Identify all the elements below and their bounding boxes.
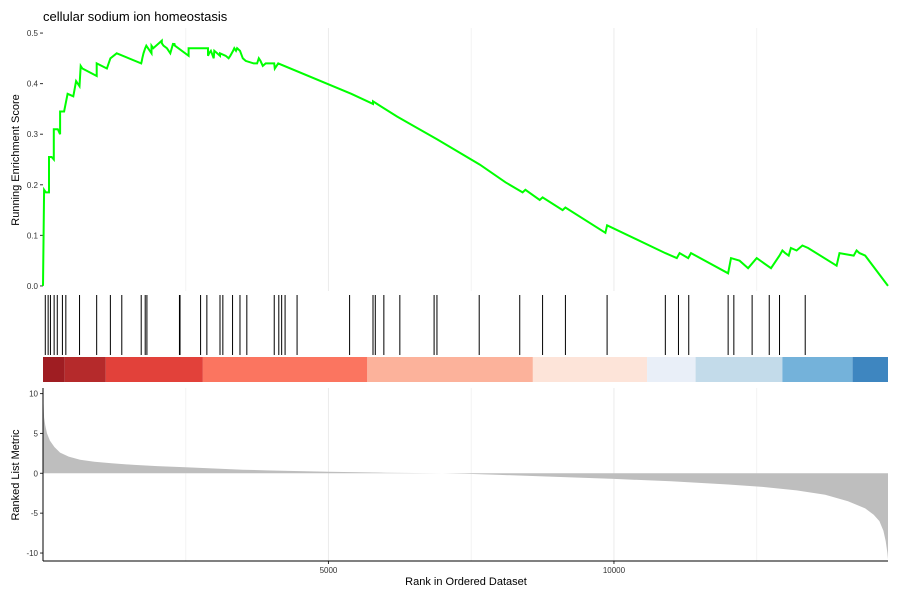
es-panel: 0.0 0.1 0.2 0.3 0.4 0.5 Running Enrichment Sc… <box>10 28 889 291</box>
gradient-block <box>43 357 65 382</box>
gradient-block <box>647 357 696 382</box>
gradient-block <box>64 357 106 382</box>
es-y-tick-label: 0.4 <box>27 80 39 89</box>
es-gridlines <box>185 28 758 291</box>
gradient-block <box>782 357 853 382</box>
metric-y-tick-label: 5 <box>34 429 39 438</box>
es-y-tick-label: 0.0 <box>27 282 39 291</box>
running-es-line <box>42 38 889 287</box>
gradient-block <box>852 357 888 382</box>
es-y-axis-label: Running Enrichment Score <box>10 94 22 225</box>
metric-y-tick-label: -5 <box>31 509 39 518</box>
gradient-block <box>367 357 533 382</box>
metric-panel: 10 5 0 -5 -10 5000 10000 Ranked List Metric R… <box>10 388 888 588</box>
metric-y-tick-label: 0 <box>34 469 39 478</box>
metric-y-tick-label: 10 <box>29 390 38 399</box>
es-y-tick-label: 0.3 <box>27 130 39 139</box>
x-axis-label: Rank in Ordered Dataset <box>405 576 527 588</box>
ranked-metric-area <box>43 392 888 560</box>
x-tick-label: 5000 <box>320 566 338 575</box>
es-y-axis: 0.0 0.1 0.2 0.3 0.4 0.5 <box>27 29 43 291</box>
metric-x-axis: 5000 10000 <box>320 561 626 575</box>
metric-y-tick-label: -10 <box>26 549 38 558</box>
chart-title: cellular sodium ion homeostasis <box>43 9 228 24</box>
es-y-tick-label: 0.5 <box>27 29 39 38</box>
gradient-block <box>695 357 783 382</box>
x-tick-label: 10000 <box>603 566 626 575</box>
es-y-tick-label: 0.2 <box>27 181 39 190</box>
gene-hit-markers <box>44 295 806 355</box>
gradient-block <box>105 357 203 382</box>
metric-y-axis: 10 5 0 -5 -10 <box>26 390 43 558</box>
gradient-block <box>532 357 648 382</box>
gradient-block <box>202 357 368 382</box>
rank-gradient-bar <box>43 357 888 382</box>
es-y-tick-label: 0.1 <box>27 231 39 240</box>
metric-y-axis-label: Ranked List Metric <box>10 429 22 521</box>
